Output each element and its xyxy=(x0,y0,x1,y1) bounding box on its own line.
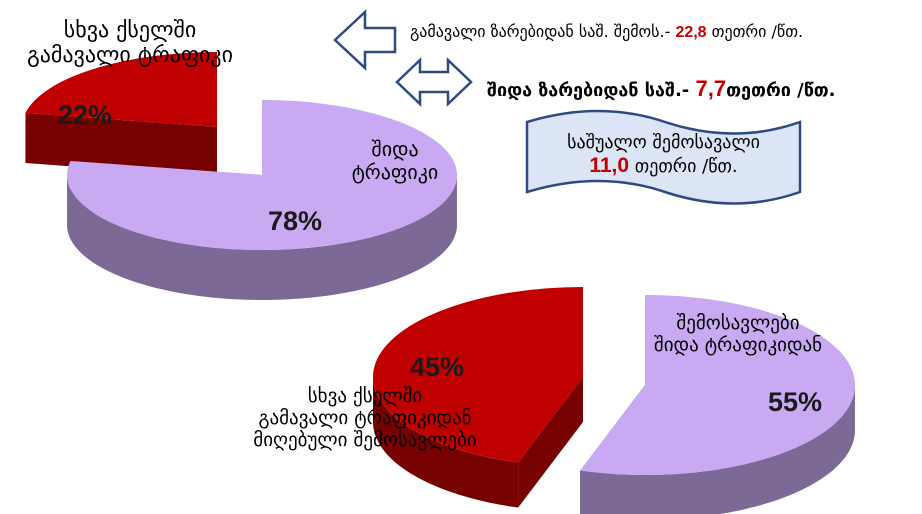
banner-value: 11,0 xyxy=(589,153,630,177)
annotation-text: შიდა ზარებიდან საშ.- xyxy=(487,80,690,101)
slice-label: სხვა ქსელში გამავალი ტრაფიკიდან მიღებული… xyxy=(253,385,477,451)
slice-side xyxy=(580,386,855,514)
value-label: 78% xyxy=(268,206,323,236)
annotation-text: გამავალი ზარებიდან საშ. შემოს.- xyxy=(410,22,671,41)
annotation-value: 22,8 xyxy=(675,24,707,41)
pie-slice xyxy=(580,295,855,475)
slice-wall xyxy=(518,377,583,508)
banner-title: საშუალო შემოსავალი xyxy=(567,132,760,153)
annotation: გამავალი ზარებიდან საშ. შემოს.- 22,8 თეთ… xyxy=(410,22,803,42)
left-arrow xyxy=(333,9,397,71)
annotation: შიდა ზარებიდან საშ.- 7,7თეთრი /წთ. xyxy=(487,76,835,102)
slice-label: შემოსავლები შიდა ტრაფიკიდან xyxy=(653,312,823,356)
slice-wall xyxy=(25,112,218,177)
slice-side xyxy=(373,377,519,508)
slice-label: შიდა ტრაფიკი xyxy=(351,137,439,184)
banner-shape xyxy=(525,109,802,205)
slice-label: სხვა ქსელში გამავალი ტრაფიკი xyxy=(26,18,234,69)
annotation-unit: თეთრი /წთ. xyxy=(726,80,836,101)
pie-slice xyxy=(25,52,218,127)
annotation-unit: თეთრი /წთ. xyxy=(711,22,804,41)
value-label: 45% xyxy=(410,352,465,382)
value-label: 55% xyxy=(768,387,823,417)
banner-text: საშუალო შემოსავალი 11,0 თეთრი /წთ. xyxy=(527,132,800,178)
annotation-value: 7,7 xyxy=(695,76,727,101)
slice-side xyxy=(67,176,457,300)
double-arrow xyxy=(395,57,473,107)
pie-slice xyxy=(66,100,458,251)
pie-slice xyxy=(373,287,583,463)
value-label: 22% xyxy=(58,100,113,130)
banner-unit: თეთრი /წთ. xyxy=(634,155,738,177)
